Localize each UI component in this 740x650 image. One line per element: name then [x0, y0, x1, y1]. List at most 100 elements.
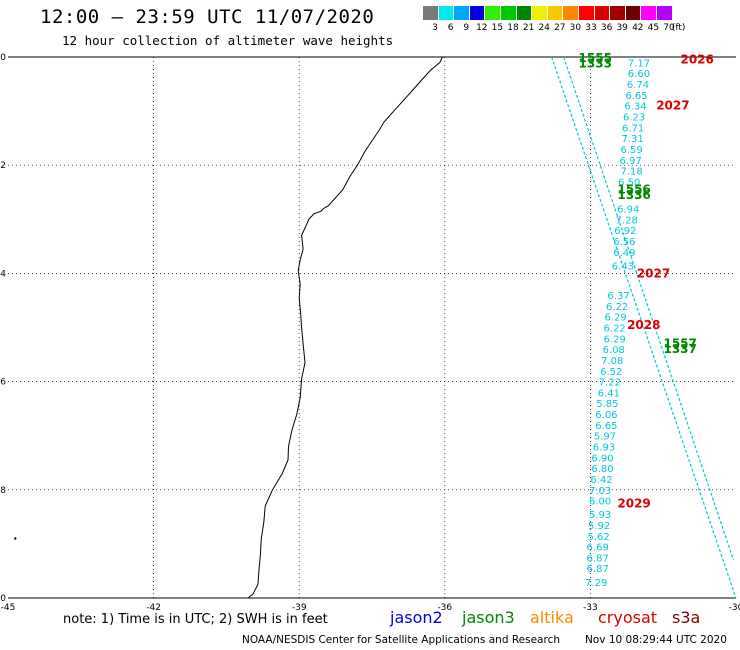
colorbar-swatch	[641, 6, 656, 20]
swh-value-label: 6.49	[613, 248, 635, 259]
colorbar-label: 24	[538, 23, 550, 33]
footer-note: note: 1) Time is in UTC; 2) SWH is in fe…	[63, 612, 328, 627]
swh-value-label: 6.97	[620, 156, 642, 167]
swh-value-label: 6.74	[627, 80, 649, 91]
swh-value-label: 6.29	[604, 334, 626, 345]
swh-value-label: 5.85	[596, 399, 618, 410]
colorbar-label: 30	[569, 23, 582, 33]
satellite-jason3: jason3	[462, 608, 515, 627]
colorbar-swatch	[594, 6, 610, 20]
swh-value-label: 7.03	[589, 486, 611, 497]
x-tick-label: -39	[292, 603, 307, 613]
colorbar-swatch	[579, 6, 594, 20]
swh-value-label: 6.00	[589, 497, 611, 508]
x-tick-label: -30	[729, 603, 740, 613]
colorbar-swatch	[532, 6, 547, 20]
swh-value-label: 6.94	[617, 204, 639, 215]
swh-value-label: 6.92	[614, 226, 636, 237]
y-tick-label: -14	[0, 269, 6, 279]
pass-label-jason3: 1337	[663, 342, 696, 356]
swh-value-label: 6.59	[621, 145, 643, 156]
satellite-jason2: jason2	[390, 608, 443, 627]
swh-value-label: 6.60	[628, 69, 650, 80]
pass-label-cryosat: 2027	[656, 99, 689, 113]
colorbar-label: 6	[447, 23, 454, 33]
colorbar-swatch	[469, 6, 485, 20]
y-tick-label: -10	[0, 53, 6, 63]
pass-label-jason3: 1555	[579, 51, 612, 65]
colorbar-swatch	[516, 6, 532, 20]
x-tick-label: -42	[146, 603, 161, 613]
pass-label-jason3: 1333	[579, 56, 612, 70]
swh-value-label: 6.29	[605, 313, 627, 324]
swh-value-label: 6.23	[623, 113, 645, 124]
swh-value-label: 6.87	[587, 553, 609, 564]
pass-label-jason3: 1557	[663, 337, 696, 351]
swh-value-label: 6.41	[598, 388, 620, 399]
swh-value-label: 5.93	[589, 510, 611, 521]
pass-label-jason3: 1556	[617, 183, 650, 197]
colorbar-swatch	[563, 6, 578, 20]
swh-value-label: 7.22	[599, 378, 621, 389]
pass-label-cryosat: 2028	[627, 318, 660, 332]
colorbar-label: 18	[507, 23, 519, 33]
swh-track-line	[551, 56, 737, 599]
page-title: 12:00 – 23:59 UTC 11/07/2020	[40, 6, 375, 28]
pass-label-cryosat: 2026	[680, 53, 713, 67]
swh-value-label: 7.17	[628, 58, 650, 69]
swh-value-label: 6.65	[595, 421, 617, 432]
x-tick-label: -45	[1, 603, 16, 613]
swh-value-label: 6.34	[624, 102, 646, 113]
x-tick-label: -36	[437, 603, 452, 613]
swh-value-label: 6.22	[604, 324, 626, 335]
colorbar-swatch	[438, 6, 454, 20]
swh-value-label: 6.43	[612, 261, 634, 272]
swh-value-label: 6.42	[590, 475, 612, 486]
swh-value-label: 6.37	[607, 291, 629, 302]
colorbar-label: 33	[585, 23, 597, 33]
colorbar-swatch	[423, 6, 438, 20]
colorbar-label: 12	[476, 23, 488, 33]
generated-timestamp: Nov 10 08:29:44 UTC 2020	[585, 634, 727, 646]
colorbar-label: 42	[632, 23, 644, 33]
y-tick-label: -16	[0, 378, 6, 388]
pass-label-cryosat: 2027	[637, 266, 670, 280]
swh-value-label: 6.87	[587, 564, 609, 575]
swh-value-label: 6.06	[595, 410, 617, 421]
credit-text: NOAA/NESDIS Center for Satellite Applica…	[242, 634, 560, 646]
swh-value-label: 7.08	[601, 356, 623, 367]
satellite-s3a: s3a	[672, 608, 701, 627]
swh-value-label: 6.22	[606, 302, 628, 313]
colorbar-label: 15	[491, 23, 504, 33]
satellite-cryosat: cryosat	[598, 608, 658, 627]
island-mark	[14, 537, 17, 540]
colorbar-label: 21	[522, 23, 535, 33]
swh-value-label: 6.08	[603, 345, 625, 356]
swh-value-label: 7.31	[621, 134, 643, 145]
colorbar-label: 9	[463, 23, 470, 33]
colorbar-label: 36	[600, 23, 613, 33]
y-tick-label: -18	[0, 486, 6, 496]
colorbar-swatch	[610, 6, 625, 20]
swh-value-label: 6.93	[593, 443, 615, 454]
colorbar-label: 39	[616, 23, 628, 33]
swh-value-label: 6.52	[600, 367, 622, 378]
colorbar-swatch	[625, 6, 641, 20]
swh-value-label: 6.65	[625, 91, 647, 102]
swh-value-label: 5.62	[588, 532, 610, 543]
swh-value-label: 7.28	[616, 215, 638, 226]
swh-value-label: 6.56	[613, 237, 635, 248]
swh-value-label: 6.71	[622, 123, 644, 134]
swh-value-label: 6.90	[591, 453, 613, 464]
colorbar-label: 70	[663, 23, 675, 33]
pass-label-jason3: 1336	[617, 188, 650, 202]
swh-value-label: 6.69	[587, 543, 609, 554]
swh-value-label: 6.80	[591, 464, 613, 475]
x-tick-label: -33	[583, 603, 598, 613]
colorbar-swatch	[547, 6, 563, 20]
colorbar-label: 45	[647, 23, 660, 33]
colorbar-swatch	[454, 6, 469, 20]
colorbar-swatch	[501, 6, 516, 20]
swh-value-label: 5.92	[588, 521, 610, 532]
